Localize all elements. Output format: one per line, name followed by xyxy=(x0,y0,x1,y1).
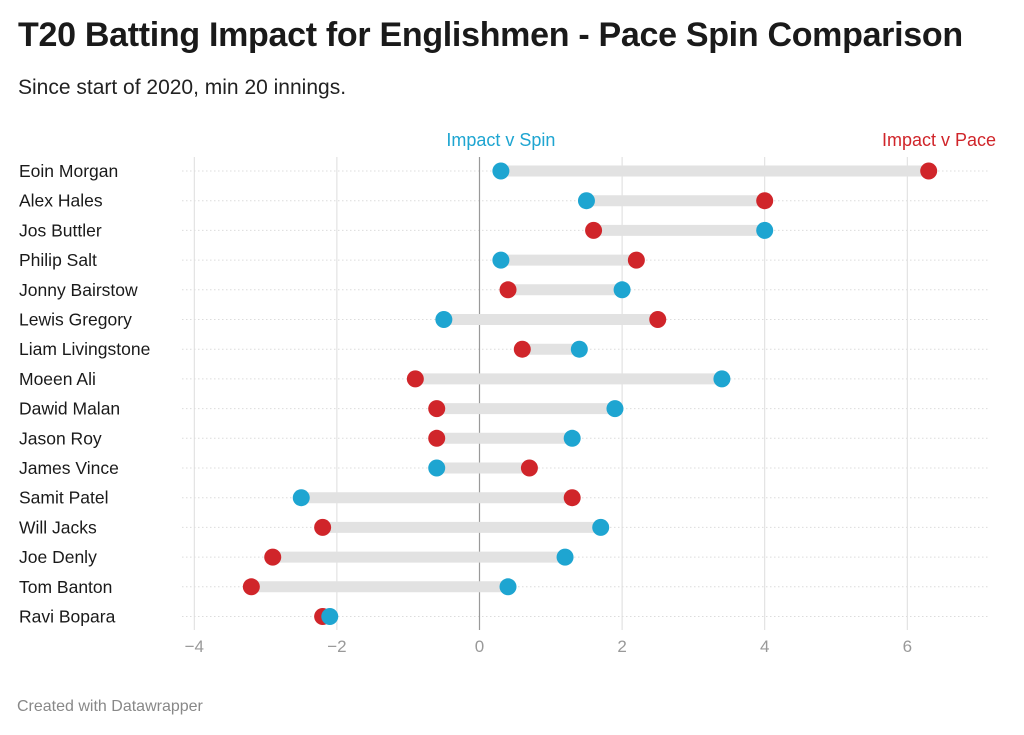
x-tick-label: 6 xyxy=(903,637,912,656)
row-label: Philip Salt xyxy=(19,250,97,270)
series-label-pace: Impact v Pace xyxy=(882,130,996,150)
row-label: Alex Hales xyxy=(19,191,103,211)
dot-spin xyxy=(592,518,610,536)
dot-spin xyxy=(499,578,517,596)
row-label: Tom Banton xyxy=(19,577,112,597)
row-label: Ravi Bopara xyxy=(19,607,116,627)
dot-spin xyxy=(713,370,731,388)
row-label: Joe Denly xyxy=(19,547,97,567)
dot-spin xyxy=(606,400,624,418)
dot-pace xyxy=(513,340,531,358)
row-label: Lewis Gregory xyxy=(19,310,132,330)
bar-layer xyxy=(251,165,929,622)
row-label: James Vince xyxy=(19,458,119,478)
dot-spin xyxy=(435,311,453,328)
dot-spin xyxy=(577,192,595,210)
row-label: Moeen Ali xyxy=(19,369,96,389)
dot-pace xyxy=(499,281,517,299)
dot-spin xyxy=(756,221,774,239)
x-tick-label: 0 xyxy=(475,637,484,656)
dot-pace xyxy=(264,548,282,566)
dot-spin xyxy=(570,340,588,358)
dot-pace xyxy=(428,429,446,447)
dot-pace xyxy=(406,370,424,388)
dot-pace xyxy=(242,578,260,596)
dot-spin xyxy=(492,162,510,180)
row-label: Jos Buttler xyxy=(19,220,102,240)
dot-pace xyxy=(920,162,938,180)
dot-pace xyxy=(756,192,774,210)
chart-subtitle: Since start of 2020, min 20 innings. xyxy=(18,76,347,99)
row-label: Dawid Malan xyxy=(19,399,120,419)
row-label: Eoin Morgan xyxy=(19,161,118,181)
dot-spin xyxy=(613,281,631,299)
row-label: Liam Livingstone xyxy=(19,339,150,359)
dot-pace xyxy=(314,518,332,536)
series-label-spin: Impact v Spin xyxy=(446,130,555,150)
footer-credit: Created with Datawrapper xyxy=(17,698,203,715)
row-label: Will Jacks xyxy=(19,517,97,537)
dot-spin xyxy=(556,548,574,566)
dot-spin xyxy=(321,608,339,625)
row-label: Samit Patel xyxy=(19,488,108,508)
x-tick-label: 4 xyxy=(760,637,769,656)
x-tick-label: −2 xyxy=(327,637,346,656)
x-tick-label: −4 xyxy=(185,637,204,656)
dot-spin xyxy=(563,429,581,447)
dot-pace xyxy=(649,311,667,328)
row-label: Jonny Bairstow xyxy=(19,280,138,300)
dot-layer xyxy=(242,162,938,625)
dot-pace xyxy=(520,459,538,477)
dot-pace xyxy=(627,251,645,269)
dot-pace xyxy=(428,400,446,418)
x-tick-label: 2 xyxy=(617,637,626,656)
dot-pace xyxy=(585,221,603,239)
row-label: Jason Roy xyxy=(19,428,102,448)
dot-pace xyxy=(563,489,581,507)
chart-title: T20 Batting Impact for Englishmen - Pace… xyxy=(18,16,963,54)
label-layer: −4 −2 0 2 4 6 Eoin Morgan Alex Hales Jos Buttler… xyxy=(19,130,996,656)
dot-spin xyxy=(492,251,510,269)
dot-spin xyxy=(428,459,446,477)
dot-spin xyxy=(292,489,310,507)
